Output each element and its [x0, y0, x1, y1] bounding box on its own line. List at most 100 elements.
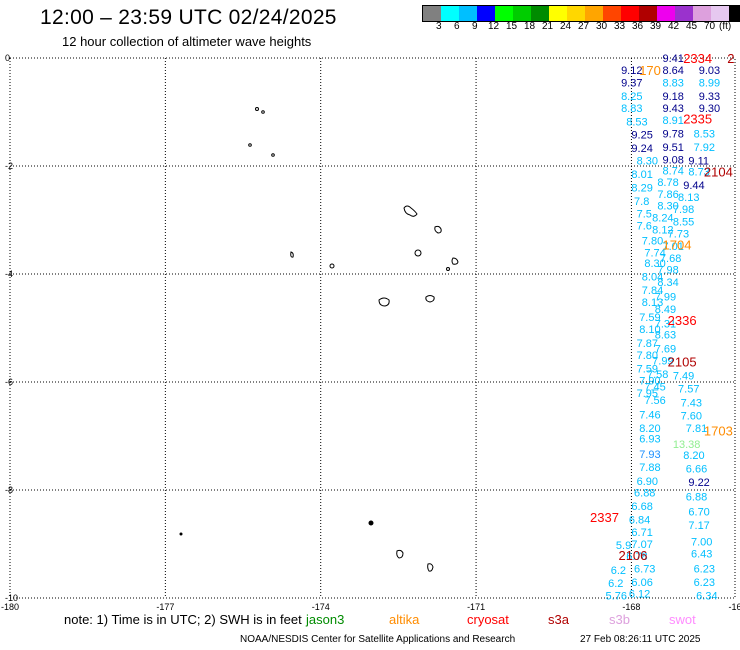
wave-height-label: 9.08 — [663, 155, 684, 167]
wave-height-label: 7.93 — [639, 449, 660, 461]
footer-credit: NOAA/NESDIS Center for Satellite Applica… — [240, 634, 516, 645]
map-frame — [9, 57, 736, 599]
island-outline — [396, 549, 404, 559]
colorbar-swatch — [423, 6, 441, 21]
latitude-tick-label: -6 — [5, 377, 13, 387]
wave-height-label: 7.86 — [657, 189, 678, 201]
island-outline — [329, 263, 335, 269]
latitude-tick-label: -4 — [5, 269, 13, 279]
wave-height-label: 7.49 — [673, 371, 694, 383]
longitude-tick-label: -171 — [467, 602, 485, 612]
satellite-legend-altika: altika — [389, 612, 420, 627]
wave-height-label: 7.31 — [655, 319, 676, 331]
wave-height-label: 8.99 — [699, 77, 720, 89]
colorbar-tick-label: 21 — [542, 21, 554, 32]
wave-height-label: 7.58 — [647, 369, 668, 381]
colorbar-swatch — [549, 6, 567, 21]
wave-height-label: 8.91 — [663, 115, 684, 127]
wave-height-label: 9.18 — [663, 91, 684, 103]
longitude-tick-label: -174 — [312, 602, 330, 612]
wave-height-label: 6.93 — [639, 434, 660, 446]
wave-height-label: 8.63 — [655, 329, 676, 341]
wave-height-label: 7.07 — [631, 539, 652, 551]
colorbar-tick-label: 6 — [454, 21, 460, 32]
island-outline — [446, 267, 450, 271]
wave-height-label: 8.20 — [639, 423, 660, 435]
wave-height-label: 6.84 — [629, 515, 650, 527]
wave-height-label: 8.30 — [637, 156, 658, 168]
longitude-tick-label: -168 — [622, 602, 640, 612]
wave-height-label: 7.43 — [681, 398, 702, 410]
wave-height-label: 7.80 — [637, 350, 658, 362]
wave-height-label: 7.99 — [652, 355, 673, 367]
colorbar-swatch — [477, 6, 495, 21]
wave-height-label: 7.90 — [639, 375, 660, 387]
colorbar-tick-label: (ft) — [719, 21, 732, 32]
colorbar-swatch — [693, 6, 711, 21]
satellite-legend-s3a: s3a — [548, 612, 569, 627]
colorbar-swatch — [495, 6, 513, 21]
wave-height-label: 5.76 — [606, 590, 627, 602]
wave-height-label: 6.78 — [626, 551, 647, 563]
wave-height-label: 7.84 — [642, 285, 663, 297]
colorbar-swatch — [621, 6, 639, 21]
wave-height-label: 9.25 — [631, 130, 652, 142]
wave-height-label: 8.73 — [688, 166, 709, 178]
wave-height-label: 7.56 — [644, 395, 665, 407]
wave-height-label: 8.30 — [644, 258, 665, 270]
satellite-legend-cryosat: cryosat — [467, 612, 509, 627]
colorbar-tick-label: 15 — [506, 21, 518, 32]
wave-height-colorbar — [422, 5, 740, 22]
latitude-tick-label: -8 — [5, 485, 13, 495]
wave-height-label: 7.17 — [688, 520, 709, 532]
colorbar-swatch — [603, 6, 621, 21]
wave-height-label: 7.81 — [686, 423, 707, 435]
colorbar-swatch — [657, 6, 675, 21]
colorbar-tick-label: 36 — [632, 21, 644, 32]
pass-time-label: 2336 — [668, 313, 697, 328]
wave-height-label: 8.83 — [621, 103, 642, 115]
wave-height-label: 8.04 — [642, 272, 663, 284]
wave-height-label: 6.88 — [634, 488, 655, 500]
latitude-tick-label: 0 — [5, 53, 10, 63]
wave-height-label: 6.66 — [686, 463, 707, 475]
wave-height-label: 7.68 — [660, 253, 681, 265]
wave-height-label: 6.06 — [631, 577, 652, 589]
wave-height-label: 9.12 — [621, 65, 642, 77]
wave-height-label: 8.53 — [694, 129, 715, 141]
longitude-tick-label: -180 — [1, 602, 19, 612]
wave-height-label: 6.34 — [696, 590, 717, 602]
colorbar-swatch — [531, 6, 549, 21]
wave-height-label: 8.20 — [683, 450, 704, 462]
colorbar-swatch — [675, 6, 693, 21]
island-outline — [290, 251, 294, 258]
wave-height-label: 8.64 — [663, 65, 684, 77]
wave-height-label: 6.23 — [694, 563, 715, 575]
colorbar-swatch — [567, 6, 585, 21]
wave-height-label: 7.74 — [644, 247, 665, 259]
island-outline — [403, 205, 418, 217]
wave-height-label: 8.55 — [673, 217, 694, 229]
wave-height-label: 9.41 — [663, 53, 684, 65]
wave-height-label: 8.25 — [621, 91, 642, 103]
colorbar-tick-label: 42 — [668, 21, 680, 32]
wave-height-label: 5.9 — [616, 540, 631, 552]
island-outline — [368, 520, 374, 526]
colorbar-tick-label: 30 — [596, 21, 608, 32]
pass-time-label: 2106 — [618, 548, 647, 563]
wave-height-label: 9.43 — [663, 103, 684, 115]
wave-height-label: 8.34 — [657, 277, 678, 289]
wave-height-label: 6.71 — [631, 527, 652, 539]
island-outline — [271, 153, 275, 157]
wave-height-label: 9.33 — [699, 91, 720, 103]
page-subtitle: 12 hour collection of altimeter wave hei… — [62, 34, 312, 49]
wave-height-label: 6.90 — [637, 476, 658, 488]
wave-height-label: 8.24 — [652, 212, 673, 224]
colorbar-swatch — [585, 6, 603, 21]
page-title: 12:00 – 23:59 UTC 02/24/2025 — [40, 6, 337, 29]
wave-height-label: 8.49 — [655, 304, 676, 316]
wave-height-label: 9.22 — [688, 477, 709, 489]
wave-height-label: 8.74 — [663, 165, 684, 177]
wave-height-label: 9.44 — [683, 180, 704, 192]
wave-height-label: 7.45 — [644, 381, 665, 393]
